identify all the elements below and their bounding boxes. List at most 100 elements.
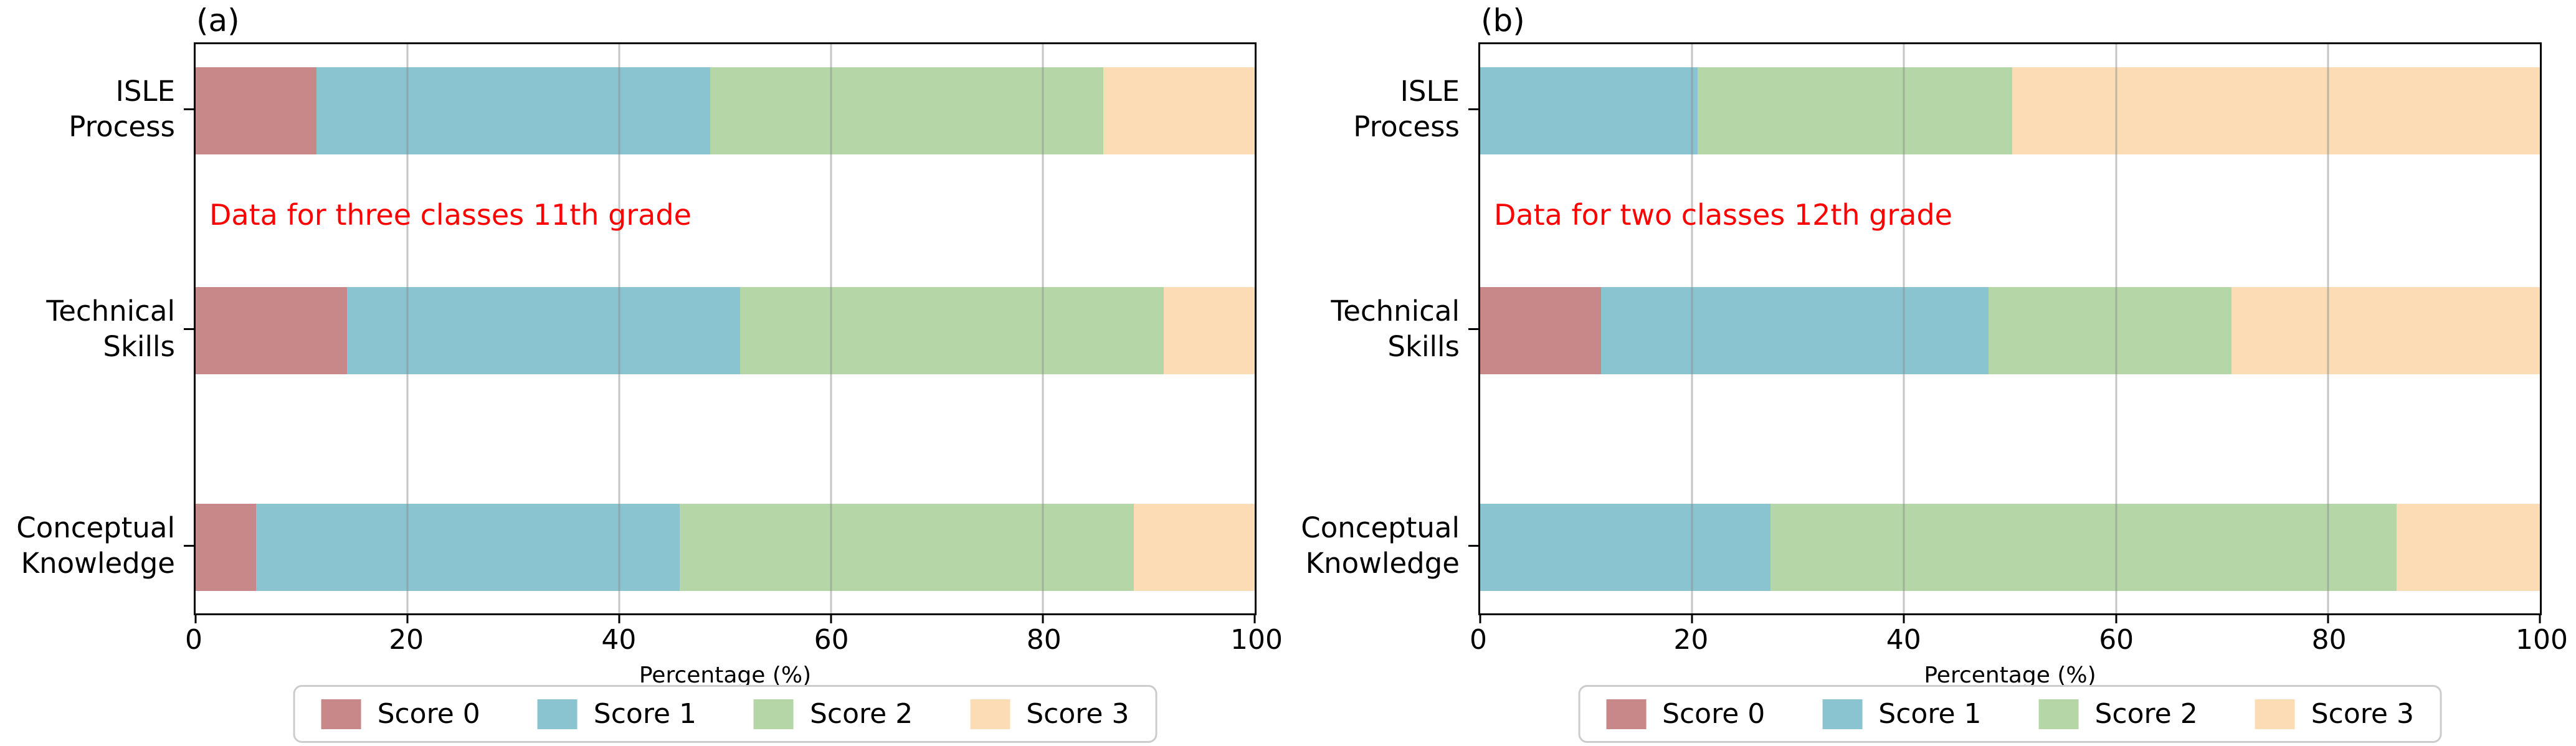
segment-score-3 [1134, 504, 1255, 591]
y-category-label-technical: Technical Skills [46, 295, 175, 363]
x-tick-mark-60 [2115, 613, 2117, 623]
legend-swatch-icon [754, 699, 794, 729]
y-category-label-conceptual: Conceptual Knowledge [16, 511, 175, 580]
legend-label: Score 2 [2094, 698, 2198, 730]
segment-score-2 [710, 67, 1103, 154]
gridline-60 [2115, 44, 2117, 613]
panel-a-legend: Score 0 Score 1 Score 2 Score 3 [293, 685, 1157, 743]
x-tick-mark-60 [830, 613, 832, 623]
x-tick-label-80: 80 [1026, 624, 1062, 656]
x-tick-label-60: 60 [814, 624, 849, 656]
legend-swatch-icon [1606, 699, 1647, 729]
x-tick-label-20: 20 [389, 624, 424, 656]
y-category-label-technical: Technical Skills [1331, 295, 1460, 363]
y-category-label-isle: ISLE Process [1353, 75, 1460, 143]
gridline-40 [1903, 44, 1905, 613]
legend-swatch-icon [321, 699, 361, 729]
panel-a-title: (a) [196, 2, 240, 39]
y-tick-mark [184, 544, 194, 547]
segment-score-0 [196, 287, 348, 374]
x-tick-mark-20 [406, 613, 409, 623]
panel-a-x-axis-label: Percentage (%) [639, 663, 812, 688]
legend-item-score-0: Score 0 [321, 698, 480, 730]
x-tick-mark-100 [2539, 613, 2541, 623]
legend-swatch-icon [2038, 699, 2079, 729]
panel-b-x-axis-label: Percentage (%) [1924, 663, 2096, 688]
y-tick-mark [1468, 544, 1478, 547]
x-tick-label-0: 0 [1470, 624, 1487, 656]
x-tick-mark-40 [618, 613, 620, 623]
y-tick-mark [1468, 108, 1478, 110]
legend-swatch-icon [2255, 699, 2295, 729]
legend-label: Score 1 [593, 698, 696, 730]
x-tick-mark-0 [194, 613, 197, 623]
segment-score-3 [2012, 67, 2540, 154]
gridline-60 [830, 44, 832, 613]
gridline-20 [1691, 44, 1693, 613]
legend-label: Score 0 [1662, 698, 1766, 730]
x-tick-mark-0 [1479, 613, 1481, 623]
legend-label: Score 1 [1878, 698, 1982, 730]
legend-item-score-2: Score 2 [754, 698, 913, 730]
legend-swatch-icon [1822, 699, 1863, 729]
legend-item-score-1: Score 1 [537, 698, 696, 730]
gridline-20 [406, 44, 409, 613]
segment-score-2 [739, 287, 1164, 374]
y-tick-mark [184, 108, 194, 110]
x-tick-label-40: 40 [601, 624, 637, 656]
x-tick-label-100: 100 [2516, 624, 2568, 656]
bar-row-technical [196, 287, 1255, 374]
panel-a-plot-area: Data for three classes 11th grade [194, 42, 1257, 623]
gridline-80 [1042, 44, 1044, 613]
x-tick-mark-40 [1903, 613, 1905, 623]
x-tick-mark-100 [1253, 613, 1256, 623]
x-tick-mark-20 [1691, 613, 1693, 623]
segment-score-3 [1163, 287, 1255, 374]
y-tick-mark [184, 328, 194, 330]
legend-label: Score 2 [810, 698, 913, 730]
x-tick-label-40: 40 [1886, 624, 1921, 656]
gridline-40 [618, 44, 620, 613]
segment-score-2 [1697, 67, 2012, 154]
legend-label: Score 0 [377, 698, 480, 730]
segment-score-3 [2397, 504, 2540, 591]
legend-item-score-3: Score 3 [2255, 698, 2414, 730]
x-tick-label-80: 80 [2311, 624, 2347, 656]
panel-b-title: (b) [1481, 2, 1525, 39]
y-tick-mark [1468, 328, 1478, 330]
segment-score-3 [2231, 287, 2540, 374]
segment-score-1 [1600, 287, 1989, 374]
legend-item-score-1: Score 1 [1822, 698, 1982, 730]
segment-score-0 [196, 504, 256, 591]
y-category-label-conceptual: Conceptual Knowledge [1301, 511, 1460, 580]
bar-row-isle [196, 67, 1255, 154]
legend-label: Score 3 [1026, 698, 1129, 730]
x-tick-mark-80 [1042, 613, 1044, 623]
segment-score-1 [1480, 504, 1771, 591]
bar-row-technical [1480, 287, 2540, 374]
gridline-80 [2327, 44, 2329, 613]
segment-score-1 [1480, 67, 1698, 154]
segment-score-2 [1989, 287, 2231, 374]
bar-row-conceptual [1480, 504, 2540, 591]
legend-item-score-2: Score 2 [2038, 698, 2198, 730]
y-category-label-isle: ISLE Process [69, 75, 175, 143]
segment-score-0 [196, 67, 316, 154]
segment-score-1 [316, 67, 711, 154]
panel-b-plot-area: Data for two classes 12th grade [1478, 42, 2542, 623]
legend-label: Score 3 [2311, 698, 2414, 730]
x-tick-label-100: 100 [1230, 624, 1283, 656]
legend-swatch-icon [970, 699, 1010, 729]
panel-b-annotation: Data for two classes 12th grade [1494, 198, 1952, 232]
legend-item-score-3: Score 3 [970, 698, 1129, 730]
bar-row-conceptual [196, 504, 1255, 591]
panel-a-annotation: Data for three classes 11th grade [209, 198, 692, 232]
segment-score-1 [255, 504, 680, 591]
segment-score-0 [1480, 287, 1601, 374]
segment-score-2 [679, 504, 1134, 591]
segment-score-3 [1103, 67, 1255, 154]
segment-score-2 [1770, 504, 2397, 591]
x-tick-label-60: 60 [2099, 624, 2134, 656]
panel-b-legend: Score 0 Score 1 Score 2 Score 3 [1578, 685, 2442, 743]
